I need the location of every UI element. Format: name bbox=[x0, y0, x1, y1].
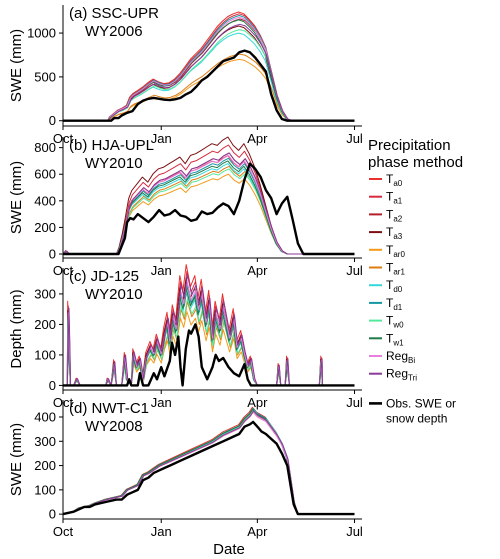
y-tick-label: 100 bbox=[34, 347, 56, 362]
legend-item-label: Tw0 bbox=[386, 314, 404, 330]
legend-item-label: Tw1 bbox=[386, 331, 404, 347]
legend-item-label: Ta0 bbox=[386, 172, 403, 188]
x-tick-label: Jan bbox=[151, 131, 172, 146]
water-year-label: WY2010 bbox=[85, 286, 143, 303]
x-tick-label: Oct bbox=[53, 524, 74, 539]
legend-title-line-2: phase method bbox=[368, 154, 463, 171]
series-line-model-9 bbox=[62, 168, 355, 255]
y-axis-title: SWE (mm) bbox=[8, 29, 25, 102]
x-tick-label: Apr bbox=[247, 263, 268, 278]
y-tick-label: 500 bbox=[34, 69, 56, 84]
series-line-model-12 bbox=[62, 152, 355, 255]
y-tick-label: 800 bbox=[34, 140, 56, 155]
y-tick-label: 0 bbox=[49, 378, 56, 393]
legend-item-label: RegBi bbox=[386, 349, 415, 365]
x-tick-label: Jan bbox=[151, 263, 172, 278]
series-line-model-5 bbox=[63, 58, 355, 122]
y-tick-label: 0 bbox=[49, 507, 56, 522]
y-axis-title: SWE (mm) bbox=[8, 423, 25, 496]
legend-item-label: Ta2 bbox=[386, 207, 403, 223]
water-year-label: WY2008 bbox=[85, 418, 143, 435]
y-tick-label: 300 bbox=[34, 286, 56, 301]
series-line-observed bbox=[63, 323, 355, 387]
y-tick-label: 200 bbox=[34, 317, 56, 332]
legend-title-line-1: Precipitation bbox=[368, 137, 451, 154]
series-line-model-12 bbox=[62, 410, 355, 515]
legend-observed-line-2: snow depth bbox=[386, 411, 447, 425]
series-line-model-7 bbox=[62, 163, 355, 255]
y-axis-title: Depth (mm) bbox=[8, 289, 25, 368]
x-tick-label: Jan bbox=[151, 395, 172, 410]
y-tick-label: 300 bbox=[34, 434, 56, 449]
y-tick-label: 200 bbox=[34, 220, 56, 235]
x-tick-label: Jan bbox=[151, 524, 172, 539]
x-tick-label: Jul bbox=[346, 131, 363, 146]
legend-item-label: Td1 bbox=[386, 296, 403, 312]
y-tick-label: 0 bbox=[49, 247, 56, 262]
series-line-model-2 bbox=[62, 144, 355, 255]
panel-label: (a) SSC-UPR bbox=[69, 5, 159, 22]
y-tick-label: 0 bbox=[49, 113, 56, 128]
series-line-model-4 bbox=[62, 136, 355, 255]
panel-4: 0 100 200 300 400 Oct Jan Apr Jul SWE (mm) (d) NWT… bbox=[8, 400, 363, 539]
series-line-model-6 bbox=[62, 165, 355, 255]
legend-item-label: Ta3 bbox=[386, 225, 403, 241]
series-line-model-8 bbox=[62, 157, 355, 255]
water-year-label: WY2006 bbox=[85, 23, 143, 40]
series-line-observed bbox=[63, 162, 355, 256]
y-tick-label: 400 bbox=[34, 193, 56, 208]
y-axis-title: SWE (mm) bbox=[8, 161, 25, 234]
x-axis-title: Date bbox=[213, 541, 245, 558]
panel-label: (d) NWT-C1 bbox=[69, 400, 149, 417]
legend-item-label: Td0 bbox=[386, 278, 403, 294]
panel-label: (b) HJA-UPL bbox=[69, 137, 154, 154]
series-line-model-11 bbox=[63, 16, 355, 122]
y-tick-label: 200 bbox=[34, 458, 56, 473]
x-tick-label: Jul bbox=[346, 524, 363, 539]
legend-item-label: Tar0 bbox=[386, 243, 405, 259]
x-tick-label: Apr bbox=[247, 524, 268, 539]
y-tick-label: 600 bbox=[34, 167, 56, 182]
series-line-model-6 bbox=[63, 53, 355, 122]
x-tick-label: Jul bbox=[346, 395, 363, 410]
series-line-observed bbox=[62, 420, 355, 516]
y-tick-label: 400 bbox=[34, 410, 56, 425]
water-year-label: WY2010 bbox=[85, 155, 143, 172]
series-line-observed bbox=[63, 49, 355, 122]
panel-label: (c) JD-125 bbox=[69, 268, 139, 285]
series-line-model-12 bbox=[63, 274, 355, 386]
legend-item-label: Tar1 bbox=[386, 261, 405, 277]
series-line-model-10 bbox=[62, 160, 355, 255]
series-line-model-12 bbox=[63, 23, 355, 122]
x-tick-label: Jul bbox=[346, 263, 363, 278]
x-tick-label: Apr bbox=[247, 131, 268, 146]
legend-item-label: RegTri bbox=[386, 367, 417, 383]
y-tick-label: 1000 bbox=[27, 26, 56, 41]
x-tick-label: Apr bbox=[247, 395, 268, 410]
y-tick-label: 100 bbox=[34, 482, 56, 497]
legend-item-label: Ta1 bbox=[386, 190, 403, 206]
legend-observed-line-1: Obs. SWE or bbox=[386, 396, 456, 410]
